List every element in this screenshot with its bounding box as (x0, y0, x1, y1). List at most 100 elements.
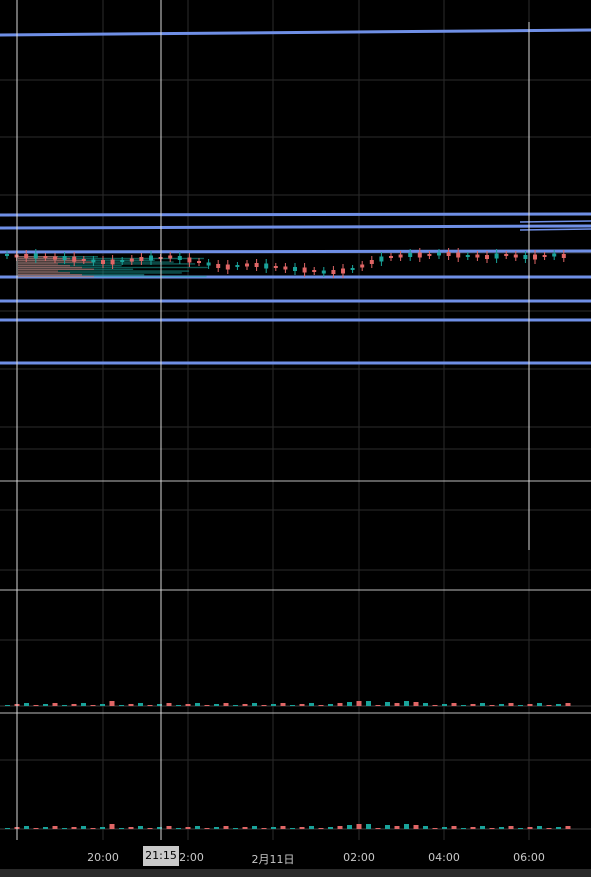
time-label-4: 02:00 (343, 851, 375, 864)
profile-bar-bear-8 (18, 270, 190, 272)
candle-body-14 (139, 257, 144, 261)
candle-body-50 (485, 255, 489, 259)
candle-body-10 (101, 260, 105, 264)
volume-pane-1-bar-44 (423, 703, 428, 706)
level-line-1 (0, 224, 591, 230)
profile-bar-bear-4 (18, 263, 196, 265)
profile-bar-bull-2 (18, 259, 82, 261)
volume-pane-2-bar-14 (138, 826, 143, 829)
time-label-1: 20:00 (87, 851, 119, 864)
candle-body-57 (552, 253, 557, 257)
candle-body-41 (398, 254, 403, 258)
volume-pane-1-bar-22 (214, 704, 219, 706)
candle-body-45 (437, 252, 441, 256)
candle-body-58 (561, 254, 566, 258)
volume-pane-1-bar-52 (499, 704, 504, 706)
volume-pane-1-bar-53 (508, 703, 514, 706)
volume-pane-2-bar-30 (290, 828, 295, 829)
grid-lines (0, 0, 591, 840)
volume-pane-1-bar-47 (451, 703, 457, 706)
profile-bar-bear-3 (18, 261, 174, 263)
volume-pane-1-bar-8 (81, 703, 86, 706)
volume-pane-2-bar-47 (451, 826, 457, 829)
candle-body-38 (369, 260, 374, 264)
volume-pane-1-bar-33 (318, 705, 324, 706)
volume-pane-1-bar-11 (109, 701, 115, 706)
volume-pane-2-bar-40 (385, 825, 390, 829)
volume-pane-1-bar-19 (185, 704, 191, 706)
candle-body-37 (360, 264, 365, 268)
candle-body-25 (245, 263, 249, 267)
volume-pane-2-bar-24 (233, 828, 238, 829)
profile-bar-bear-9 (18, 272, 182, 274)
profile-bar-bull-10 (18, 274, 82, 276)
volume-pane-2-bar-32 (309, 826, 314, 829)
candle-body-49 (475, 254, 480, 258)
volume-pane-1-bar-28 (271, 704, 276, 706)
volume-pane-2-bar-28 (271, 827, 276, 829)
volume-pane-2-bar-41 (394, 826, 400, 829)
candle-body-56 (542, 255, 547, 257)
volume-pane-2-bar-45 (432, 828, 438, 829)
candle-body-48 (465, 255, 470, 257)
candle-body-51 (494, 253, 499, 259)
level-line-short-b (519, 228, 591, 231)
profile-bar-bull-0 (18, 256, 58, 258)
volume-pane-1-bar-35 (337, 703, 343, 706)
volume-pane-1-bar-24 (233, 705, 238, 706)
volume-pane-2-bar-50 (480, 826, 485, 829)
candle-body-13 (129, 258, 134, 262)
volume-pane-2-bar-8 (81, 826, 86, 829)
profile-bar-bull-9 (18, 272, 70, 274)
volume-pane-2-bar-54 (518, 828, 523, 829)
bottom-scrollbar[interactable] (0, 869, 591, 877)
time-label-3: 2月11日 (251, 853, 295, 866)
volume-pane-1-bar-3 (33, 705, 39, 706)
volume-pane-2-bar-2 (24, 826, 29, 829)
profile-bar-bull-1 (18, 257, 70, 260)
volume-pane-2-bar-37 (356, 824, 362, 829)
profile-bar-bull-5 (18, 265, 70, 267)
candle-body-32 (312, 270, 317, 272)
volume-pane-1-bar-37 (356, 701, 362, 706)
crosshair-lines (16, 0, 530, 840)
pane-dividers (0, 480, 591, 714)
volume-pane-2-bar-52 (499, 827, 504, 829)
volume-pane-2-bar-0 (5, 828, 10, 829)
profile-bar-bull-3 (18, 261, 94, 263)
volume-pane-2-bar-38 (366, 824, 371, 829)
time-label-2: 22:00 (172, 851, 204, 864)
level-line-short-a (519, 220, 591, 223)
volume-pane-1-bar-41 (394, 703, 400, 706)
candle-body-44 (427, 254, 432, 256)
volume-pane-1-bar-32 (309, 703, 314, 706)
volume-pane-2-bar-27 (261, 828, 267, 829)
volume-pane-1-bar-21 (204, 705, 210, 706)
candle-body-2 (24, 254, 29, 258)
volume-pane-2-bar-16 (157, 827, 162, 829)
candle-body-31 (302, 267, 307, 273)
candle-body-20 (197, 261, 201, 263)
volume-pane-1-bar-6 (62, 705, 67, 706)
volume-pane-1-bar-13 (128, 704, 134, 706)
volume-pane-2-bar-51 (489, 828, 495, 829)
volume-pane-1-bar-56 (537, 703, 542, 706)
candle-body-17 (168, 255, 173, 259)
volume-pane-1-bar-42 (404, 701, 409, 706)
horizontal-level-lines[interactable] (0, 28, 591, 365)
profile-bar-bear-2 (18, 259, 155, 261)
volume-pane-2-bar-6 (62, 828, 67, 829)
volume-pane-1-bar-59 (565, 703, 571, 706)
volume-pane-1-bar-18 (176, 705, 181, 706)
candle-body-55 (533, 254, 537, 260)
volume-pane-2-bar-10 (100, 827, 105, 829)
volume-pane-1-bar-58 (556, 704, 561, 706)
volume-pane-1-bar-14 (138, 703, 143, 706)
candle-body-18 (177, 256, 182, 260)
volume-pane-2-bar-43 (413, 825, 419, 829)
profile-bar-bull-8 (18, 270, 58, 272)
candle-body-28 (273, 266, 278, 268)
volume-bars-pane-2 (0, 824, 591, 830)
volume-pane-2-bar-35 (337, 826, 343, 829)
